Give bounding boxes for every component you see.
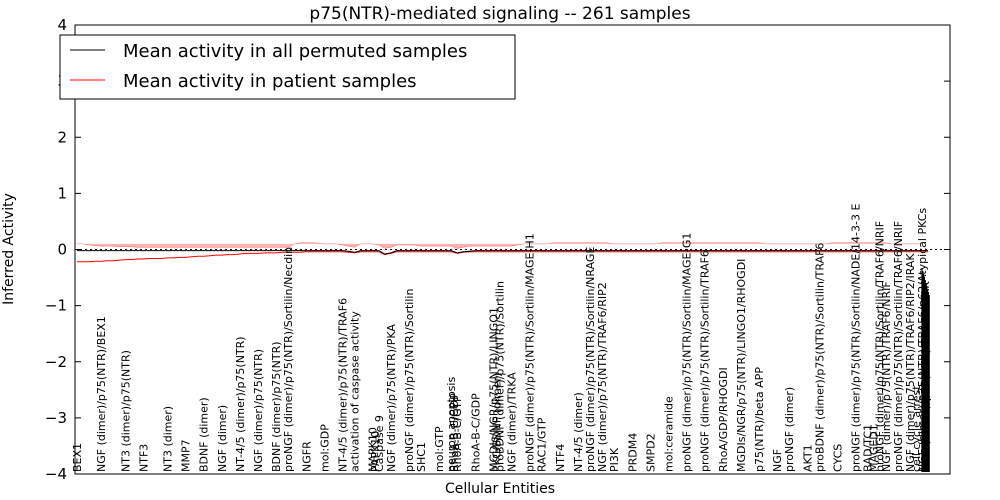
y-tick-label: −4 [45,465,67,483]
entity-label: BDNF (dimer)/p75(NTR) [270,341,283,472]
entity-label: NT3 (dimer) [162,406,175,472]
entity-label: Caspase 9 [373,415,386,472]
entity-label: SHC1 [415,442,428,472]
entity-label: NGF (dimer)/p75(NTR)/PKA [385,324,398,472]
entity-label: NGFR [300,441,313,472]
entity-label: mol:ceramide [663,396,676,472]
entity-label: RhoA-B-C/GTP [451,395,464,472]
entity-label: NGF [771,449,784,472]
entity-label: NGF (dimer)/p75(NTR) [252,349,265,472]
entity-label: AKT1 [801,444,814,472]
entity-label: mol:GTP [433,426,446,472]
entity-label: proBDNF (dimer)/p75(NTR)/Sortilin [494,281,507,472]
entity-label: MMP7 [180,439,193,472]
entity-label: MGDIs/NGR/p75(NTR)/LINGO1/RHOGDI [735,259,748,472]
entity-label: mol:GDP [319,424,332,472]
entity-label: proNGF (dimer)/p75(NTR)/Sortilin/NRAGE [584,247,597,472]
entity-label: proNGF (dimer)/p75(NTR)/Sortilin/NADE/14… [850,204,863,472]
entity-label: MGDIs/NGR/p75(NTR)/LINGO1 [487,307,500,472]
entity-label: NTF4 [554,444,567,472]
entity-label: NGF (dimer)/p75(NTR)/TRAF6/RIP2/IRAK [904,253,917,472]
y-tick-label: −1 [45,297,67,315]
entity-label: NGF (dimer)/TRKA [506,372,519,472]
entity-label: proBDNF (dimer)/p75(NTR)/Sortilin/TRAF6 [813,243,826,472]
entity-label: BEX1 [71,443,84,472]
entity-label: MAGED1 [868,424,881,472]
band-layer [77,242,922,249]
patient-spread-band [77,242,922,249]
entity-label: NGF (dimer)/p75(NTR)/TRAF6/RIP2 [596,282,609,472]
entity-label: proNGF (dimer)/p75(NTR)/Sortilin/MAGE-H1 [524,233,537,472]
entity-label: RhoA-B-C/GDP [448,393,461,472]
entity-label: NGF (dimer)/p75(NTR)/BEX1 [95,316,108,472]
entity-label: NT-4/5 (dimer)/p75(NTR)/TRAF6 [337,298,350,472]
entity-label: BAD/TC1 [862,424,875,472]
entity-label: NT-4/5 (dimer) [572,392,585,472]
entity-label: MAPK10 [367,427,380,472]
y-axis-label: Inferred Activity [1,193,17,305]
legend-box [59,34,516,100]
entity-label: proNGF (dimer)/p75(NTR)/Sortilin/TRAF6/N… [892,221,905,472]
legend-label-permuted: Mean activity in all permuted samples [123,41,467,62]
entity-label: RhoA/GDP/RHOGDI [717,367,730,472]
entity-labels: BEX1 NGF (dimer)/p75(NTR)/BEX1 NT3 (dimer)… [71,204,932,472]
entity-label: NT-4/5 (dimer)/p75(NTR) [234,336,247,472]
entity-label: CYCS [832,444,845,472]
entity-label: p75(NTR)/beta APP [753,367,766,472]
entity-label: NGF (dimer)/p75(NTR)/TRAF6/NRIF [880,281,893,472]
entity-label: proNGF (dimer)/p75(NTR)/Sortilin [403,289,416,472]
entity-label: proNGF (dimer)/p75(NTR)/Sortilin/TRAF6 [699,250,712,472]
entity-label: NTF3 [137,444,150,472]
y-tick-label: −3 [45,409,67,427]
entity-label: PI3K [608,447,621,472]
entity-label: RhoA-B-C/GDP [469,393,482,472]
series-line-patient [77,251,928,263]
entity-label: RAC1/GTP [536,417,549,472]
entity-label: PAPK10 [369,431,382,472]
y-tick-label: 0 [57,241,67,259]
x-axis-label: Cellular Entities [445,481,555,497]
entity-label: PRDM4 [626,433,639,472]
y-tick-label: 4 [57,16,67,34]
entity-label: activation of caspase activity [349,311,362,472]
chart-title: p75(NTR)-mediated signaling -- 261 sampl… [309,4,690,24]
entity-label: PKC/BDNF (dimer) [491,373,504,472]
entity-label: SMPD2 [644,433,657,472]
entity-label: proNGF (dimer)/p75(NTR)/Sortilin/MAGE-G1 [681,233,694,472]
entity-label: proNGF (dimer)/p75(NTR)/Sortilin/TRAF6/N… [874,221,887,472]
entity-label: BDNF (dimer) [198,397,211,472]
entity-label: cell cycle arrest [910,385,923,472]
legend: Mean activity in all permuted samples Me… [59,34,516,100]
series-line-permuted [77,250,928,255]
y-tick-label: 2 [57,128,67,146]
legend-label-patient: Mean activity in patient samples [123,71,417,92]
entity-label: NT3 (dimer)/p75(NTR) [119,350,132,472]
entity-label: neuron apoptosis [445,377,458,472]
y-tick-label: 1 [57,184,67,202]
entity-label: proNGF (dimer)/p75(NTR)/Sortilin/Necdin [282,247,295,472]
entity-label: NGF (dimer) [216,405,229,472]
entity-label: proNGF (dimer) [783,387,796,472]
y-tick-label: −2 [45,353,67,371]
series-layer [77,250,928,263]
